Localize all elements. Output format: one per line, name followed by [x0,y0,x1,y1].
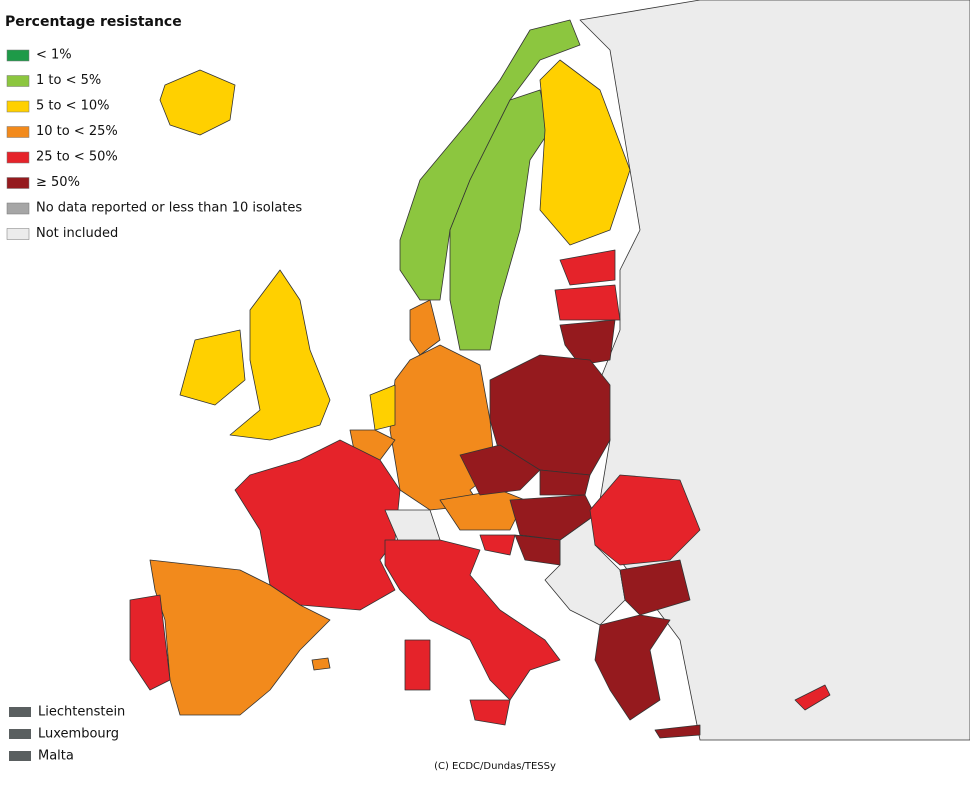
legend-swatch [6,49,30,62]
legend-swatch [9,751,31,761]
country [129,594,171,691]
legend-label: 1 to < 5% [36,73,101,88]
legend-title: Percentage resistance [5,14,182,30]
country [514,534,561,566]
country [369,384,396,431]
legend-swatch [9,707,31,717]
country [469,699,511,726]
country [179,329,246,406]
country [554,284,621,321]
legend-label: Malta [38,749,74,764]
legend-label: 5 to < 10% [36,99,110,114]
legend-swatch [6,177,30,189]
legend-label: No data reported or less than 10 isolate… [36,201,302,216]
country [404,639,431,691]
country [589,474,701,566]
legend-label: Not included [36,226,118,241]
country [559,249,616,286]
legend-label: < 1% [36,48,72,63]
legend-swatch [6,75,30,87]
country [149,559,331,716]
legend-swatch [6,151,30,164]
country [594,614,671,721]
credit: (C) ECDC/Dundas/TESSy [434,761,556,772]
country [539,59,631,246]
country [459,444,541,496]
legend-label: 10 to < 25% [36,124,118,139]
country [559,319,616,366]
country [234,439,401,611]
country [384,539,561,701]
country [509,494,596,541]
country [794,684,831,711]
legend-label: Liechtenstein [38,705,125,720]
country [159,69,236,136]
legend-swatch [6,126,30,138]
legend-swatch [6,228,30,240]
country [489,354,611,476]
country [311,657,331,671]
country [449,89,551,351]
legend-swatch [6,202,30,215]
country [479,534,516,556]
country [619,559,691,616]
legend-label: ≥ 50% [36,175,80,190]
country [654,724,701,739]
country [229,269,331,441]
country [409,299,441,356]
legend-swatch [9,729,31,739]
legend-label: Luxembourg [38,727,119,742]
legend-swatch [6,100,30,113]
legend-label: 25 to < 50% [36,150,118,165]
